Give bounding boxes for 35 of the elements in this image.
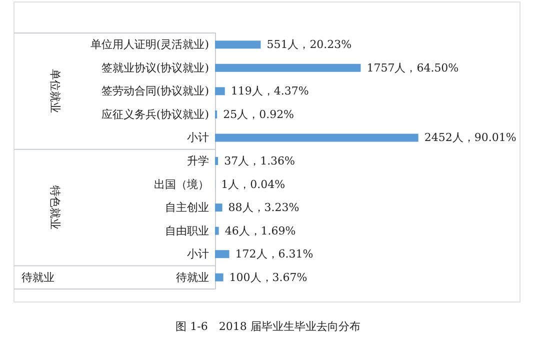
data-label: 1人，0.04%	[221, 178, 286, 191]
bar	[215, 87, 225, 96]
data-label: 119人，4.37%	[230, 84, 309, 98]
bar	[215, 40, 261, 49]
y-tick-label: 签劳动合同(协议就业)	[101, 84, 209, 98]
y-tick-label: 小计	[187, 131, 209, 144]
y-tick-label: 自主创业	[165, 201, 209, 214]
y-tick-label: 升学	[187, 154, 209, 168]
y-tick-label: 小计	[187, 248, 209, 261]
text: 单位就业	[48, 69, 62, 114]
y-tick-label: 自由职业	[165, 224, 209, 238]
data-label: 37人，1.36%	[224, 154, 296, 168]
bar	[215, 273, 224, 282]
y-tick-label: 出国（境）	[154, 178, 209, 191]
bar	[215, 204, 222, 212]
bar	[215, 250, 230, 258]
data-label: 172人，6.31%	[235, 248, 314, 261]
y-tick-label: 签就业协议(协议就业)	[101, 61, 209, 74]
text: 特色就业	[48, 186, 62, 230]
data-label: 46人，1.69%	[224, 224, 296, 238]
bar	[215, 157, 218, 165]
data-label: 25人，0.92%	[223, 108, 294, 121]
bar	[215, 134, 418, 142]
data-label: 2452人，90.01%	[424, 131, 516, 144]
bar	[215, 226, 219, 235]
y-tick-label: 待就业	[176, 270, 209, 284]
y-tick-label: 应征义务兵(协议就业)	[101, 108, 209, 121]
data-label: 551人，20.23%	[266, 38, 352, 52]
data-label: 1757人，64.50%	[366, 61, 459, 74]
text: 图 1-6 2018 届毕业生毕业去向分布	[176, 320, 360, 333]
y-tick-label: 单位用人证明(灵活就业)	[90, 38, 209, 52]
data-label: 88人，3.23%	[228, 201, 300, 214]
bar	[215, 64, 361, 72]
text: 待就业	[22, 270, 54, 284]
data-label: 100人，3.67%	[229, 270, 308, 284]
